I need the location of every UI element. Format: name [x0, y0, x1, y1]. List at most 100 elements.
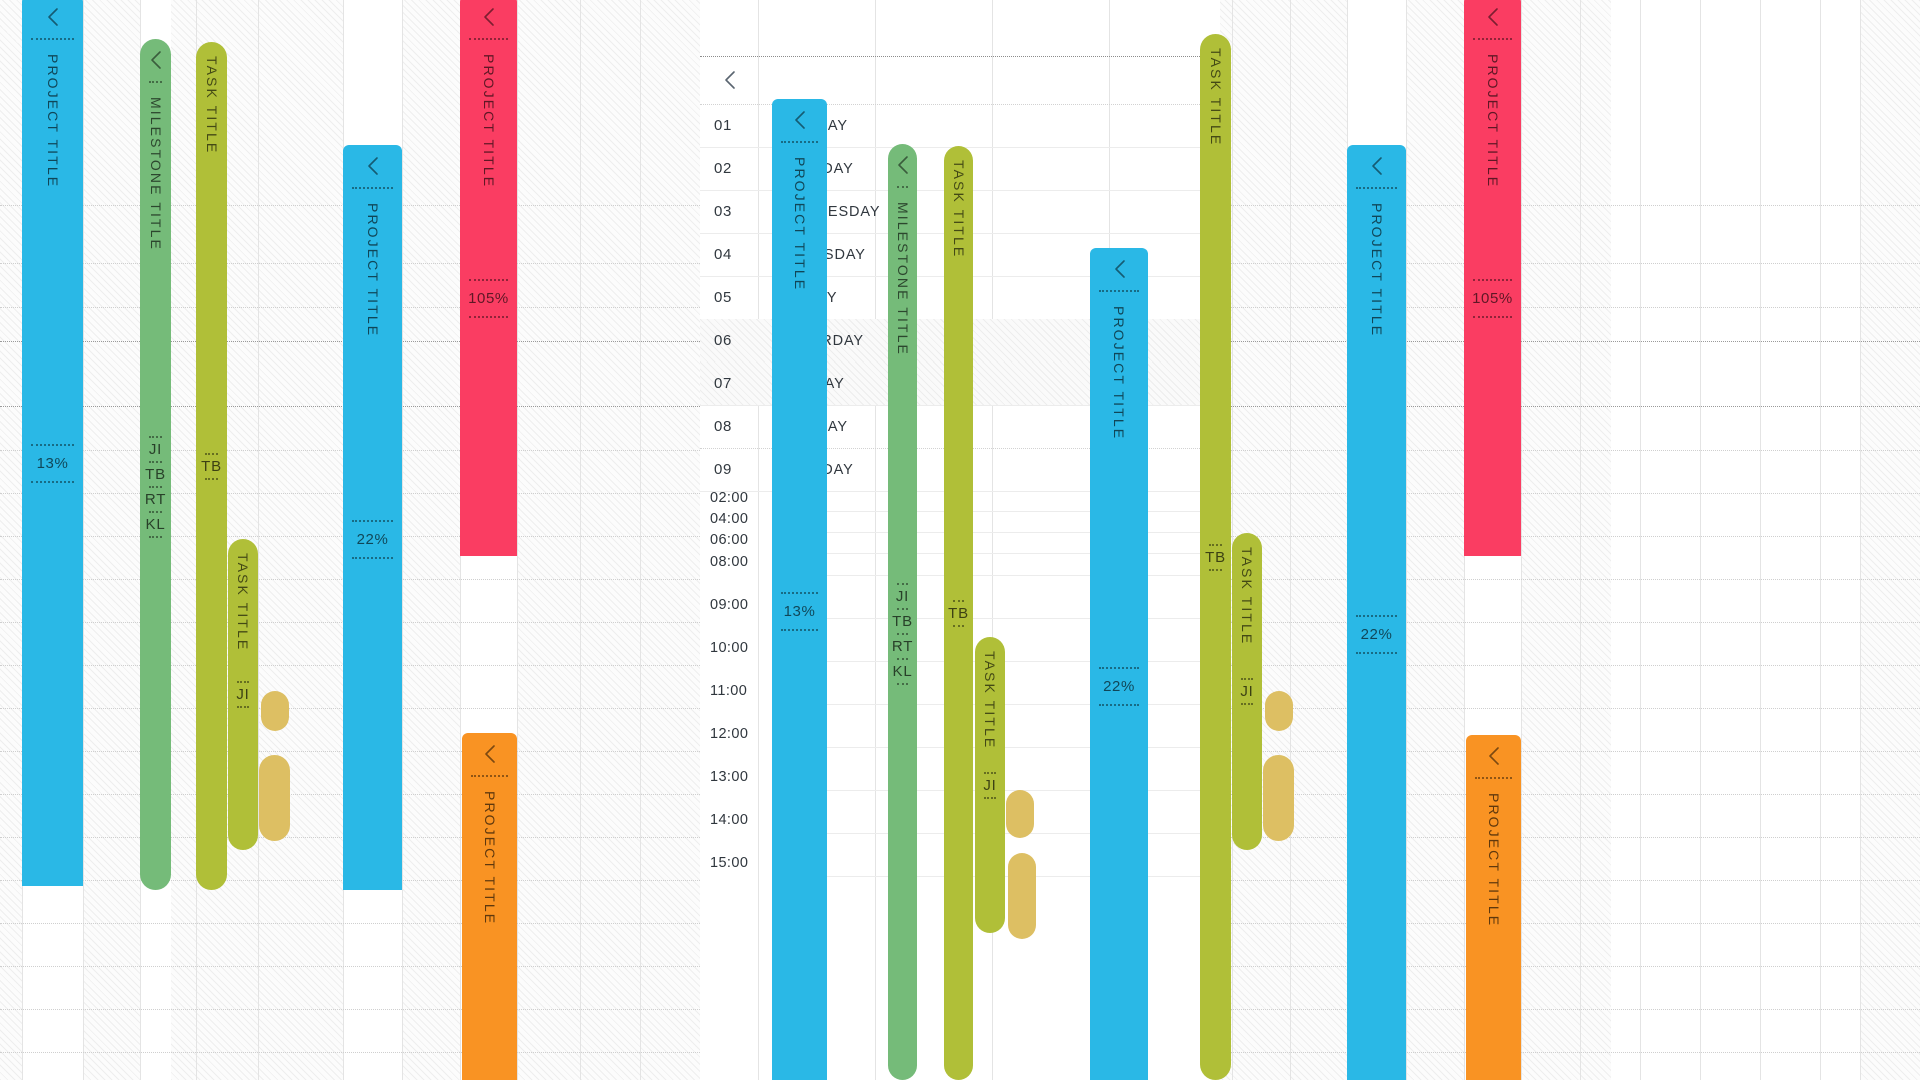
chevron-left-icon[interactable] [1347, 145, 1406, 187]
bar-separator [897, 633, 908, 635]
time-label: 12:00 [710, 726, 749, 742]
chevron-left-icon[interactable] [462, 733, 517, 775]
bar-progress-percent: 13% [783, 603, 816, 620]
assignee-tag[interactable]: RT [891, 638, 914, 655]
assignee-tag[interactable]: KL [145, 515, 166, 533]
bar-spacer [460, 318, 517, 557]
chevron-left-icon[interactable] [1466, 735, 1521, 777]
bar-separator [953, 599, 964, 602]
assignee-tag[interactable]: TB [145, 465, 166, 483]
project-bar[interactable]: PROJECT TITLE 105% [460, 0, 517, 556]
assignee-tag[interactable]: TB [1205, 548, 1226, 566]
resource-pill[interactable] [1265, 691, 1293, 731]
time-row[interactable]: 09:00 [700, 597, 1220, 613]
bar-title-area: TASK TITLE [228, 539, 258, 681]
project-bar[interactable]: PROJECT TITLE 22% [343, 145, 402, 890]
time-label: 14:00 [710, 812, 749, 828]
project-bar[interactable]: PROJECT TITLE 13% [772, 99, 827, 1080]
chevron-left-icon[interactable] [140, 39, 171, 81]
assignee-tag[interactable]: KL [892, 663, 913, 680]
bar-title-area: TASK TITLE [1232, 533, 1262, 678]
chevron-left-icon[interactable] [772, 99, 827, 141]
bar-separator [1475, 777, 1512, 779]
bar-spacer [140, 538, 171, 891]
time-row[interactable]: 02:00 [700, 490, 1220, 506]
chevron-left-icon[interactable] [460, 0, 517, 38]
bar-separator [149, 81, 162, 83]
time-row[interactable]: 12:00 [700, 726, 1220, 742]
task-bar[interactable]: TASK TITLE TB [1200, 34, 1231, 1080]
chevron-left-icon[interactable] [700, 70, 758, 90]
time-row[interactable]: 10:00 [700, 640, 1220, 656]
bar-progress-percent: 13% [36, 454, 69, 472]
assignee-tag[interactable]: JI [1240, 683, 1254, 700]
panel-divider [700, 104, 1220, 105]
resource-pill[interactable] [1006, 790, 1034, 838]
grid-vline [640, 0, 641, 1080]
chevron-left-icon[interactable] [1090, 248, 1148, 290]
bar-title: PROJECT TITLE [481, 791, 498, 926]
bar-spacer [1347, 654, 1406, 1080]
project-bar[interactable]: PROJECT TITLE 13% [22, 0, 83, 886]
assignee-tag[interactable]: RT [144, 490, 167, 508]
project-bar[interactable]: PROJECT TITLE 105% [1464, 0, 1521, 556]
day-number: 01 [714, 117, 732, 134]
bar-title-area: TASK TITLE [1200, 34, 1231, 544]
task-bar[interactable]: TASK TITLE TB [944, 146, 973, 1080]
time-row[interactable]: 08:00 [700, 554, 1220, 570]
task-bar[interactable]: TASK TITLE TB [196, 42, 227, 890]
bar-separator [1473, 278, 1512, 281]
project-bar[interactable]: PROJECT TITLE 22% [1347, 145, 1406, 1080]
grid-vline [1820, 0, 1821, 1080]
project-bar[interactable]: PROJECT TITLE [462, 733, 517, 1080]
bar-separator [31, 480, 74, 483]
time-row-divider [775, 532, 1220, 533]
bar-progress-percent: 22% [1103, 677, 1135, 695]
task-bar[interactable]: TASK TITLE JI [228, 539, 258, 850]
time-row[interactable]: 14:00 [700, 812, 1220, 828]
assignee-tag[interactable]: TB [948, 604, 969, 622]
time-row[interactable]: 06:00 [700, 532, 1220, 548]
resource-pill[interactable] [259, 755, 290, 841]
bar-title-area: PROJECT TITLE [1466, 779, 1521, 1080]
bar-title: PROJECT TITLE [1485, 793, 1502, 928]
grid-vline [1521, 0, 1522, 1080]
project-bar[interactable]: PROJECT TITLE 22% [1090, 248, 1148, 1080]
resource-pill[interactable] [1008, 853, 1036, 939]
bar-title-area: PROJECT TITLE [772, 143, 827, 592]
task-bar[interactable]: TASK TITLE JI [1232, 533, 1262, 850]
assignee-tag[interactable]: JI [148, 440, 163, 458]
time-row[interactable]: 11:00 [700, 683, 1220, 699]
bar-title: MILESTONE TITLE [894, 202, 911, 356]
project-bar[interactable]: PROJECT TITLE [1466, 735, 1521, 1080]
resource-pill[interactable] [1263, 755, 1294, 841]
bar-title-area: MILESTONE TITLE [140, 83, 171, 436]
bar-title-area: TASK TITLE [944, 146, 973, 600]
milestone-bar[interactable]: MILESTONE TITLE JI TB RT KL [888, 144, 917, 1080]
bar-spacer [1200, 571, 1231, 1080]
chevron-left-icon[interactable] [343, 145, 402, 187]
bar-separator [149, 460, 162, 463]
chevron-left-icon[interactable] [1464, 0, 1521, 38]
time-row[interactable]: 13:00 [700, 769, 1220, 785]
schedule-header-row [700, 56, 1220, 104]
grid-vline [1860, 0, 1861, 1080]
chevron-left-icon[interactable] [888, 144, 917, 186]
assignee-tag[interactable]: JI [236, 686, 250, 703]
resource-pill[interactable] [261, 691, 289, 731]
milestone-bar[interactable]: MILESTONE TITLE JI TB RT KL [140, 39, 171, 890]
assignee-tag[interactable]: TB [201, 457, 222, 475]
bar-separator [984, 771, 996, 774]
bar-title-area: MILESTONE TITLE [888, 188, 917, 583]
task-bar[interactable]: TASK TITLE JI [975, 637, 1005, 933]
time-row[interactable]: 15:00 [700, 855, 1220, 871]
assignee-tag[interactable]: TB [892, 613, 913, 630]
assignee-tag[interactable]: JI [983, 776, 997, 794]
assignee-tag[interactable]: JI [895, 588, 910, 605]
time-row[interactable]: 04:00 [700, 511, 1220, 527]
bar-spacer [1232, 705, 1262, 850]
bar-title: TASK TITLE [1207, 48, 1224, 147]
bar-spacer [944, 627, 973, 1080]
chevron-left-icon[interactable] [22, 0, 83, 38]
